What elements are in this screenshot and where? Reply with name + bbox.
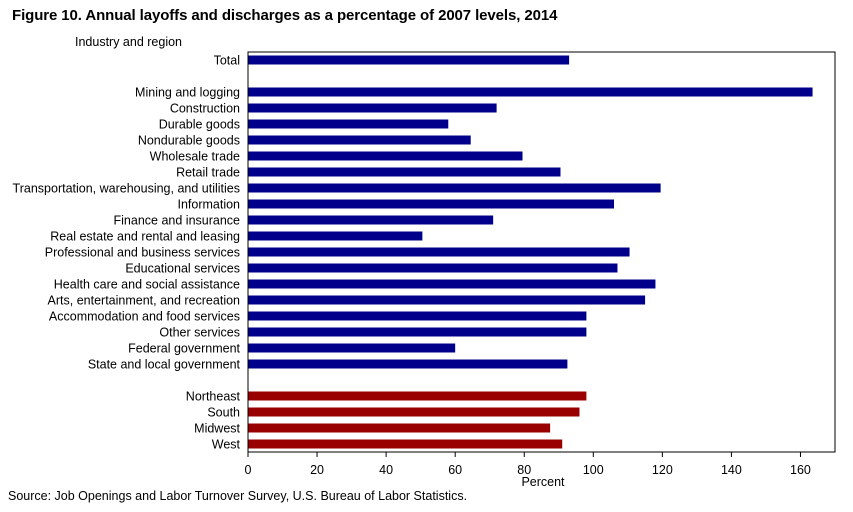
bar-durable-goods: [248, 119, 449, 129]
category-label-state-and-local-government: State and local government: [88, 358, 241, 372]
bar-total: [248, 55, 570, 65]
bar-midwest: [248, 423, 551, 433]
bar-accommodation-and-food-services: [248, 311, 587, 321]
category-label-professional-and-business-services: Professional and business services: [45, 246, 240, 260]
category-label-accommodation-and-food-services: Accommodation and food services: [49, 310, 240, 324]
chart-title: Figure 10. Annual layoffs and discharges…: [12, 7, 558, 24]
y-axis-title: Industry and region: [75, 35, 182, 49]
category-label-other-services: Other services: [159, 326, 240, 340]
bars-layer: [248, 55, 813, 449]
x-tick-label: 20: [310, 463, 324, 477]
bar-south: [248, 407, 580, 417]
x-axis: 0 20 40 60 80 100 120 140 160: [245, 51, 836, 477]
category-label-retail-trade: Retail trade: [176, 166, 240, 180]
category-label-total: Total: [214, 54, 240, 68]
category-label-south: South: [207, 406, 240, 420]
category-labels-layer: Total Mining and logging Construction Durab…: [13, 54, 241, 452]
category-label-mining-and-logging: Mining and logging: [135, 86, 240, 100]
bar-federal-government: [248, 343, 456, 353]
category-label-construction: Construction: [170, 102, 240, 116]
x-tick-label: 40: [379, 463, 393, 477]
bar-health-care-and-social-assistance: [248, 279, 656, 289]
bar-northeast: [248, 391, 587, 401]
category-label-west: West: [212, 438, 241, 452]
x-tick-label: 120: [652, 463, 673, 477]
x-tick-label: 0: [245, 463, 252, 477]
x-tick-label: 60: [448, 463, 462, 477]
category-label-finance-and-insurance: Finance and insurance: [114, 214, 241, 228]
category-label-transportation-warehousing-and-utilities: Transportation, warehousing, and utiliti…: [13, 182, 240, 196]
source-note: Source: Job Openings and Labor Turnover …: [8, 489, 468, 503]
bar-finance-and-insurance: [248, 215, 494, 225]
bar-arts-entertainment-and-recreation: [248, 295, 646, 305]
category-label-federal-government: Federal government: [128, 342, 240, 356]
bar-professional-and-business-services: [248, 247, 630, 257]
bar-wholesale-trade: [248, 151, 523, 161]
x-axis-title: Percent: [521, 475, 565, 489]
x-tick-label: 80: [517, 463, 531, 477]
bar-construction: [248, 103, 497, 113]
category-label-wholesale-trade: Wholesale trade: [150, 150, 240, 164]
bar-state-and-local-government: [248, 359, 568, 369]
x-tick-label: 100: [583, 463, 604, 477]
category-label-midwest: Midwest: [194, 422, 240, 436]
category-label-nondurable-goods: Nondurable goods: [138, 134, 240, 148]
category-label-information: Information: [177, 198, 240, 212]
plot-frame: [247, 51, 836, 453]
bar-other-services: [248, 327, 587, 337]
category-label-arts-entertainment-and-recreation: Arts, entertainment, and recreation: [48, 294, 241, 308]
bar-transportation-warehousing-and-utilities: [248, 183, 661, 193]
category-label-durable-goods: Durable goods: [159, 118, 240, 132]
bar-information: [248, 199, 615, 209]
category-label-northeast: Northeast: [186, 390, 241, 404]
bar-educational-services: [248, 263, 618, 273]
x-tick-label: 160: [790, 463, 811, 477]
category-label-educational-services: Educational services: [125, 262, 240, 276]
bar-mining-and-logging: [248, 87, 813, 97]
bar-nondurable-goods: [248, 135, 471, 145]
bar-retail-trade: [248, 167, 561, 177]
bar-real-estate-and-rental-and-leasing: [248, 231, 423, 241]
bar-west: [248, 439, 563, 449]
category-label-health-care-and-social-assistance: Health care and social assistance: [54, 278, 240, 292]
category-label-real-estate-and-rental-and-leasing: Real estate and rental and leasing: [50, 230, 240, 244]
x-tick-label: 140: [721, 463, 742, 477]
